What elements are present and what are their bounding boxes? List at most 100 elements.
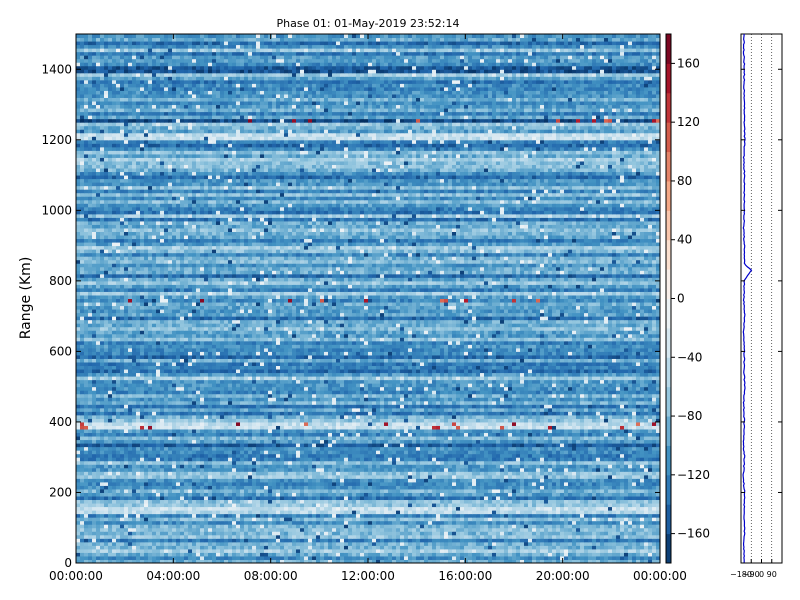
heatmap-cell (92, 545, 97, 550)
heatmap-cell (124, 485, 129, 490)
heatmap-cell (324, 499, 329, 504)
heatmap-cell (444, 510, 449, 515)
heatmap-cell (304, 443, 309, 448)
heatmap-cell (80, 450, 85, 455)
heatmap-cell (608, 471, 613, 476)
heatmap-cell (400, 527, 405, 532)
heatmap-cell (344, 443, 349, 448)
heatmap-cell (568, 503, 573, 508)
heatmap-cell (576, 541, 581, 546)
heatmap-cell (512, 495, 517, 501)
heatmap-cell (232, 552, 237, 557)
heatmap-cell (408, 527, 413, 532)
heatmap-cell (552, 517, 557, 522)
heatmap-cell (120, 460, 125, 465)
heatmap-cell (132, 446, 137, 451)
heatmap-cell (244, 541, 249, 546)
heatmap-cell (468, 510, 473, 515)
heatmap-cell (136, 495, 141, 501)
heatmap-cell (588, 548, 593, 553)
heatmap-cell (388, 520, 393, 525)
heatmap-cell (480, 485, 485, 490)
heatmap-cell (364, 506, 369, 511)
heatmap-cell (540, 555, 545, 560)
heatmap-cell (264, 450, 269, 455)
heatmap-cell (356, 538, 361, 543)
heatmap-cell (120, 453, 125, 458)
heatmap-cell (484, 485, 489, 490)
heatmap-cell (328, 481, 333, 486)
heatmap-cell (400, 534, 405, 539)
heatmap-cell (340, 538, 345, 543)
heatmap-cell (384, 524, 389, 529)
heatmap-cell (620, 503, 625, 508)
heatmap-cell (268, 517, 273, 522)
heatmap-cell (608, 492, 613, 497)
heatmap-cell (336, 460, 341, 465)
heatmap-cell (464, 464, 469, 469)
heatmap-cell (480, 443, 485, 448)
heatmap-cell (252, 541, 257, 546)
heatmap-cell (156, 460, 161, 465)
heatmap-cell (80, 446, 85, 451)
heatmap-cell (300, 467, 305, 472)
heatmap-cell (136, 464, 141, 469)
heatmap-cell (112, 467, 117, 472)
heatmap-cell (156, 559, 161, 564)
heatmap-cell (628, 513, 633, 518)
heatmap-cell (496, 474, 501, 479)
heatmap-cell (372, 531, 377, 536)
heatmap-cell (284, 485, 289, 490)
heatmap-cell (548, 478, 553, 483)
heatmap-cell (532, 464, 537, 469)
heatmap-cell (500, 460, 505, 465)
heatmap-cell (380, 552, 385, 557)
heatmap-cell (640, 534, 645, 539)
heatmap-cell (120, 545, 125, 550)
heatmap-cell (360, 457, 365, 462)
heatmap-cell (312, 527, 317, 532)
heatmap-cell (652, 517, 657, 522)
heatmap-cell (320, 545, 325, 550)
heatmap-cell (520, 531, 525, 536)
heatmap-cell (540, 527, 545, 532)
heatmap-cell (584, 450, 589, 455)
heatmap-cell (132, 524, 137, 529)
heatmap-cell (312, 446, 317, 451)
heatmap-cell (132, 545, 137, 550)
heatmap-cell (500, 513, 505, 518)
heatmap-cell (392, 474, 397, 479)
heatmap-cell (188, 531, 193, 536)
heatmap-cell (556, 495, 561, 501)
heatmap-cell (496, 446, 501, 451)
heatmap-cell (268, 481, 273, 486)
heatmap-cell (168, 555, 173, 560)
heatmap-cell (148, 534, 153, 539)
heatmap-cell (280, 453, 285, 458)
heatmap-cell (496, 559, 501, 564)
heatmap-cell (144, 517, 149, 522)
heatmap-cell (456, 520, 461, 525)
heatmap-cell (600, 506, 605, 511)
heatmap-cell (540, 488, 545, 493)
heatmap-cell (364, 450, 369, 455)
heatmap-cell (252, 499, 257, 504)
heatmap-cell (572, 559, 577, 564)
heatmap-cell (156, 538, 161, 543)
heatmap-cell (640, 453, 645, 458)
heatmap-cell (496, 531, 501, 536)
heatmap-cell (100, 481, 105, 486)
heatmap-cell (152, 439, 157, 444)
heatmap-cell (256, 541, 261, 546)
heatmap-cell (560, 552, 565, 557)
heatmap-cell (388, 485, 393, 490)
heatmap-cell (316, 559, 321, 564)
heatmap-cell (120, 538, 125, 543)
heatmap-cell (500, 450, 505, 455)
heatmap-cell (428, 495, 433, 501)
heatmap-cell (520, 517, 525, 522)
heatmap-cell (464, 485, 469, 490)
heatmap-cell (380, 520, 385, 525)
heatmap-cell (252, 481, 257, 486)
heatmap-cell (528, 545, 533, 550)
